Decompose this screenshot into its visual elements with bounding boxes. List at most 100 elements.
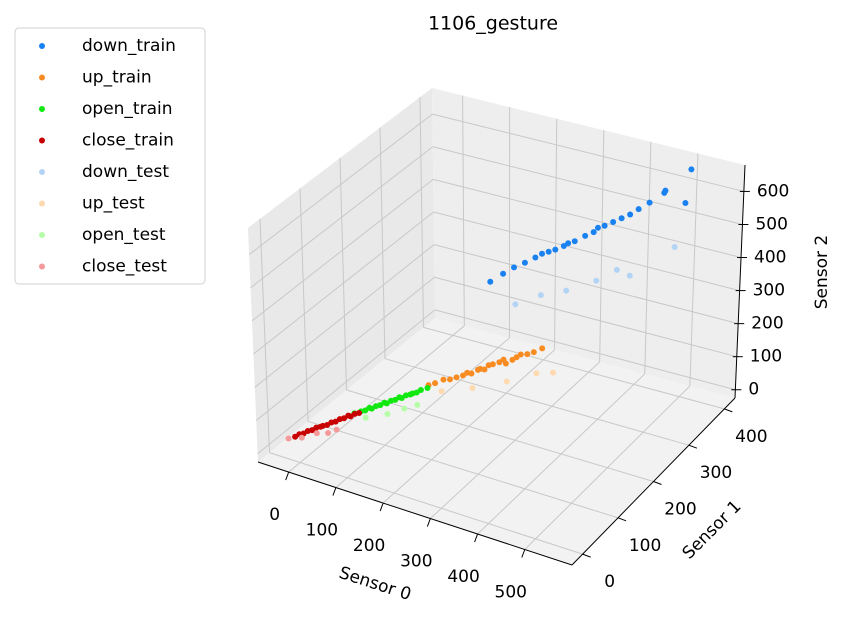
z-axis-line (734, 164, 746, 399)
grid-line (250, 146, 434, 289)
point (646, 199, 653, 206)
legend-marker (39, 137, 45, 144)
point (489, 361, 496, 368)
point (481, 366, 488, 373)
point (610, 218, 617, 225)
point (500, 270, 507, 277)
z-tick-label: 400 (754, 248, 786, 268)
point (446, 376, 453, 383)
legend-marker (39, 106, 45, 112)
point (688, 166, 695, 173)
tick-mark (332, 487, 337, 496)
tick-mark (688, 444, 698, 449)
point (440, 376, 447, 383)
point (469, 385, 476, 392)
legend-label: down_test (82, 162, 169, 182)
point (468, 370, 475, 377)
point (530, 349, 537, 356)
tick-mark (521, 549, 526, 558)
grid-line (307, 420, 619, 519)
point (356, 409, 363, 416)
point (594, 224, 601, 231)
grid-line (689, 153, 699, 386)
point (539, 345, 546, 352)
grid-line (259, 218, 271, 453)
x-tick-label: 400 (447, 567, 479, 587)
point (613, 266, 620, 273)
z-tick-label: 100 (750, 347, 782, 367)
grid-line (644, 141, 652, 374)
point (424, 385, 431, 392)
back-pane (432, 88, 745, 398)
z-tick-label: 300 (753, 281, 785, 301)
point (432, 380, 439, 387)
grid-line (346, 389, 654, 482)
point (560, 242, 567, 249)
point (438, 388, 445, 395)
point (682, 199, 689, 206)
x-axis-line (257, 461, 573, 566)
x-tick-label: 500 (495, 583, 527, 603)
grid-line (251, 178, 434, 322)
point (671, 243, 678, 250)
y-tick-label: 200 (664, 500, 696, 520)
point (521, 259, 528, 266)
x-tick-label: 0 (269, 505, 280, 525)
point (618, 215, 625, 222)
point (635, 206, 642, 213)
legend-marker (39, 232, 45, 238)
legend-label: open_train (82, 99, 173, 119)
z-tick-label: 0 (748, 380, 759, 400)
point (552, 246, 559, 253)
point (601, 222, 608, 229)
point (545, 248, 552, 255)
point (512, 301, 519, 308)
grid-line (423, 326, 725, 410)
grid-line (433, 211, 740, 292)
legend-label: close_test (82, 257, 167, 277)
point (571, 238, 578, 245)
point (590, 229, 597, 236)
tick-mark (426, 518, 431, 527)
z-axis-label: Sensor 2 (812, 235, 832, 310)
tick-mark (582, 553, 591, 558)
point (313, 430, 320, 437)
grid-line (433, 244, 739, 325)
point (414, 401, 421, 408)
point (563, 287, 570, 294)
grid-line (419, 97, 424, 328)
legend-marker (39, 74, 45, 81)
z-tick-label: 200 (751, 314, 783, 334)
point (285, 435, 292, 442)
point (417, 386, 424, 393)
legend-label: down_train (82, 36, 176, 56)
tick-mark (474, 533, 479, 543)
x-tick-label: 200 (353, 536, 385, 556)
point (626, 272, 633, 279)
grid-line (462, 95, 465, 326)
point (325, 429, 332, 436)
grid-line (339, 157, 347, 391)
z-tick-label: 500 (755, 214, 787, 234)
point (550, 369, 557, 376)
legend-label: close_train (82, 131, 174, 151)
point (401, 405, 408, 412)
point (453, 374, 460, 381)
grid-line (433, 178, 742, 259)
y-tick-label: 300 (700, 463, 732, 483)
point (539, 250, 546, 257)
legend-label: open_test (82, 225, 166, 245)
point (384, 410, 391, 417)
grid-line (248, 113, 433, 255)
point (524, 351, 531, 358)
point (502, 360, 509, 367)
point (627, 211, 634, 218)
x-tick-label: 300 (400, 552, 432, 572)
grid-line (257, 309, 436, 455)
grid-line (554, 118, 558, 350)
chart-title: 1106_gesture (428, 13, 558, 35)
point (532, 254, 539, 261)
point (662, 187, 669, 194)
point (582, 232, 589, 239)
